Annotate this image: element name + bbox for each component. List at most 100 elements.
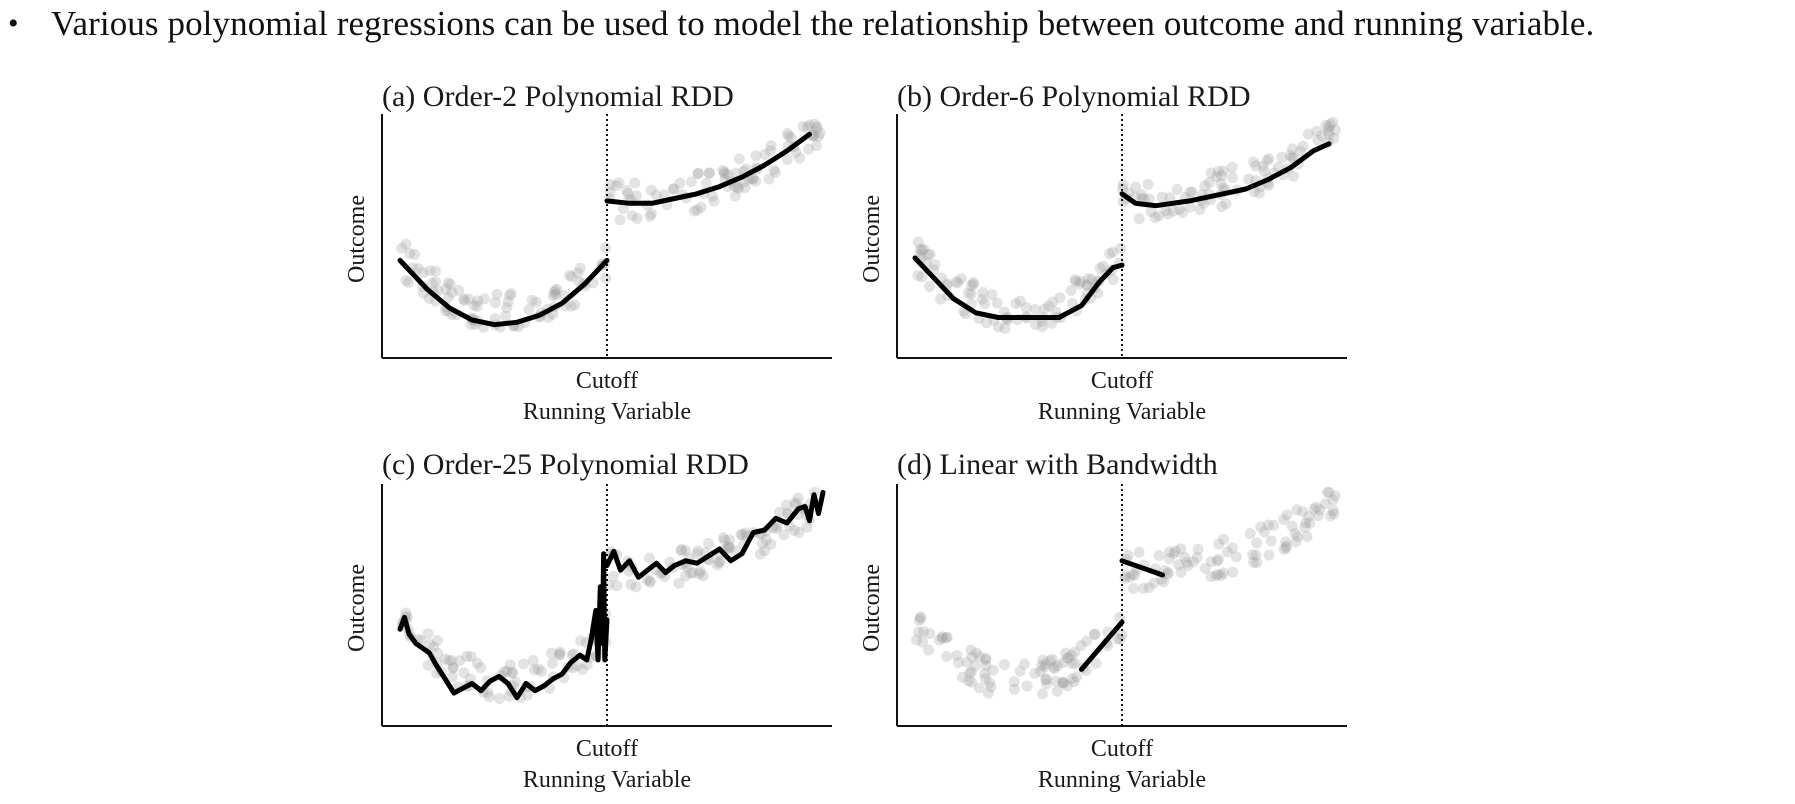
- data-point: [811, 122, 823, 134]
- data-point: [625, 578, 637, 590]
- data-point: [998, 659, 1010, 671]
- data-point: [1129, 569, 1141, 581]
- data-point: [765, 140, 777, 152]
- data-point: [987, 664, 999, 676]
- data-point: [1280, 536, 1292, 548]
- data-point: [1286, 152, 1298, 164]
- data-point: [1057, 677, 1069, 689]
- y-axis-label: Outcome: [859, 195, 885, 283]
- data-point: [1288, 170, 1300, 182]
- data-point: [783, 130, 795, 142]
- data-point: [691, 548, 703, 560]
- data-point: [792, 492, 804, 504]
- data-point: [697, 570, 709, 582]
- data-point: [733, 153, 745, 165]
- data-point: [700, 177, 712, 189]
- data-point: [505, 288, 517, 300]
- data-point: [1014, 295, 1026, 307]
- data-point: [564, 269, 576, 281]
- data-point: [458, 667, 470, 679]
- data-point: [981, 317, 993, 329]
- data-point: [489, 313, 501, 325]
- data-point: [1057, 677, 1069, 689]
- data-point: [611, 580, 623, 592]
- data-point: [581, 659, 593, 671]
- data-point: [911, 634, 923, 646]
- data-point: [1327, 494, 1339, 506]
- data-point: [600, 242, 612, 254]
- data-point: [763, 173, 775, 185]
- data-point: [483, 691, 495, 703]
- data-point: [1251, 557, 1263, 569]
- data-point: [1247, 549, 1259, 561]
- data-point: [974, 651, 986, 663]
- data-point: [641, 574, 653, 586]
- data-point: [1314, 504, 1326, 516]
- fit-line-right: [1119, 141, 1332, 209]
- data-point: [1039, 303, 1051, 315]
- data-point: [1212, 165, 1224, 177]
- data-point: [914, 611, 926, 623]
- data-point: [400, 275, 412, 287]
- data-point: [447, 661, 459, 673]
- data-point: [1050, 675, 1062, 687]
- data-point: [1327, 505, 1339, 517]
- data-point: [1122, 550, 1134, 562]
- data-point: [1173, 559, 1185, 571]
- data-point: [575, 635, 587, 647]
- data-point: [518, 658, 530, 670]
- data-point: [607, 570, 619, 582]
- data-point: [1268, 519, 1280, 531]
- data-point: [790, 146, 802, 158]
- data-point: [1039, 661, 1051, 673]
- data-point: [722, 540, 734, 552]
- data-point: [400, 238, 412, 250]
- data-point: [630, 190, 642, 202]
- data-point: [702, 537, 714, 549]
- data-point: [645, 184, 657, 196]
- data-point: [443, 655, 455, 667]
- bullet-text: Various polynomial regressions can be us…: [51, 4, 1595, 43]
- data-point: [1170, 545, 1182, 557]
- data-point: [1081, 635, 1093, 647]
- data-point: [973, 682, 985, 694]
- data-point: [1289, 528, 1301, 540]
- data-point: [1153, 210, 1165, 222]
- data-point: [765, 538, 777, 550]
- data-point: [1220, 198, 1232, 210]
- data-point: [1302, 128, 1314, 140]
- data-point: [1278, 543, 1290, 555]
- data-point: [550, 289, 562, 301]
- data-point: [967, 278, 979, 290]
- data-point: [468, 299, 480, 311]
- data-point: [801, 121, 813, 133]
- data-point: [685, 176, 697, 188]
- data-point: [979, 298, 991, 310]
- data-point: [1280, 542, 1292, 554]
- data-point: [980, 660, 992, 672]
- data-point: [528, 664, 540, 676]
- data-point: [984, 677, 996, 689]
- data-point: [918, 625, 930, 637]
- data-point: [1328, 508, 1340, 520]
- data-point: [1250, 160, 1262, 172]
- data-point: [916, 271, 928, 283]
- data-point: [439, 653, 451, 665]
- data-point: [1034, 665, 1046, 677]
- data-point: [1040, 674, 1052, 686]
- data-point: [396, 242, 408, 254]
- data-point: [998, 306, 1010, 318]
- data-point: [1286, 143, 1298, 155]
- data-point: [554, 649, 566, 661]
- x-axis-label: Running Variable: [523, 399, 691, 425]
- data-point: [1119, 570, 1131, 582]
- data-point: [1149, 212, 1161, 224]
- data-point: [1300, 517, 1312, 529]
- data-point: [643, 552, 655, 564]
- data-point: [1322, 121, 1334, 133]
- data-point: [1116, 183, 1128, 195]
- data-point: [774, 506, 786, 518]
- data-point: [916, 244, 928, 256]
- data-point: [1029, 667, 1041, 679]
- data-point: [1047, 296, 1059, 308]
